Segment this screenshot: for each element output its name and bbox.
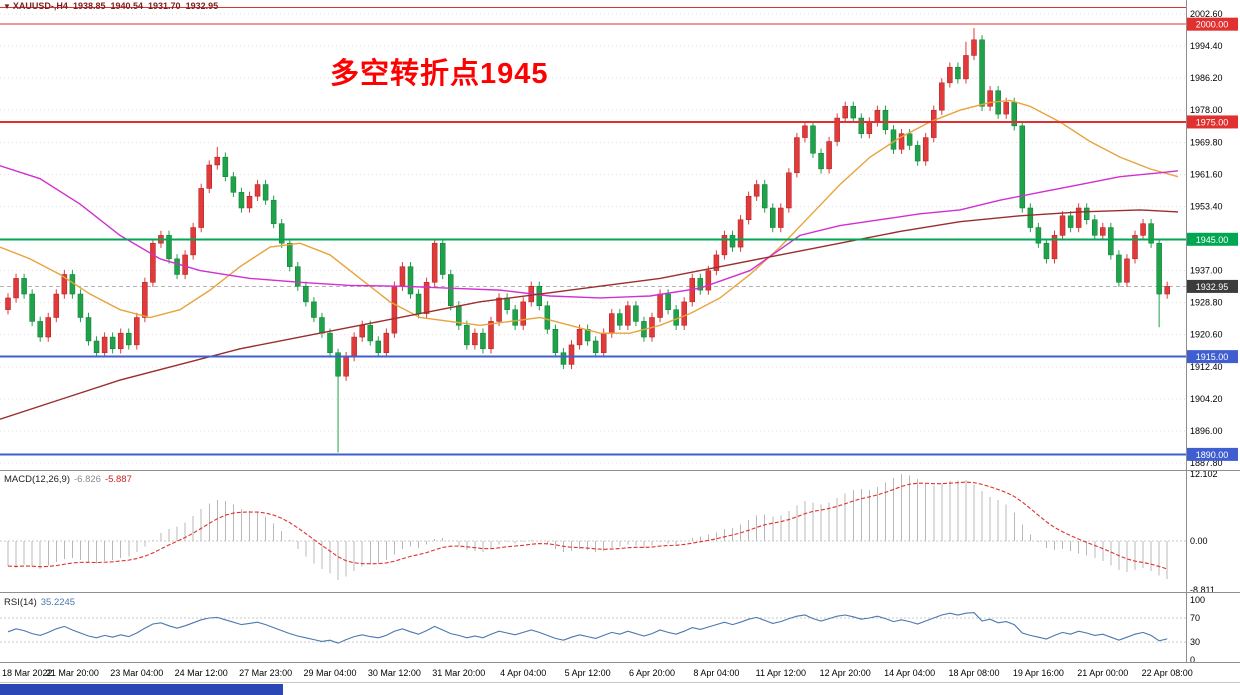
svg-text:4 Apr 04:00: 4 Apr 04:00 [500, 668, 546, 678]
macd-value-main: -6.826 [74, 474, 101, 485]
bottom-taskbar-fragment[interactable] [0, 684, 283, 695]
svg-text:19 Apr 16:00: 19 Apr 16:00 [1013, 668, 1064, 678]
svg-text:6 Apr 20:00: 6 Apr 20:00 [629, 668, 675, 678]
macd-indicator-label: MACD(12,26,9) -6.826 -5.887 [4, 474, 136, 485]
rsi-indicator-label: RSI(14) 35.2245 [4, 597, 79, 608]
svg-text:18 Mar 2022: 18 Mar 2022 [2, 668, 53, 678]
svg-text:1994.40: 1994.40 [1190, 41, 1223, 51]
svg-text:30 Mar 12:00: 30 Mar 12:00 [368, 668, 421, 678]
svg-text:100: 100 [1190, 595, 1205, 605]
svg-text:14 Apr 04:00: 14 Apr 04:00 [884, 668, 935, 678]
rsi-value: 35.2245 [40, 597, 76, 608]
svg-text:1915.00: 1915.00 [1196, 352, 1229, 362]
quote-high: 1940.54 [110, 1, 144, 11]
svg-text:23 Mar 04:00: 23 Mar 04:00 [110, 668, 163, 678]
svg-text:1978.00: 1978.00 [1190, 105, 1223, 115]
quote-low: 1931.70 [148, 1, 181, 11]
svg-text:1937.00: 1937.00 [1190, 266, 1223, 276]
svg-text:29 Mar 04:00: 29 Mar 04:00 [303, 668, 356, 678]
symbol-timeframe-label: XAUUSD-,H4 [12, 1, 68, 11]
svg-text:11 Apr 12:00: 11 Apr 12:00 [756, 668, 806, 678]
svg-text:1932.95: 1932.95 [1196, 282, 1229, 292]
svg-text:1945.00: 1945.00 [1196, 235, 1229, 245]
moving-averages-layer [0, 99, 1179, 420]
svg-text:27 Mar 23:00: 27 Mar 23:00 [239, 668, 292, 678]
svg-text:1986.20: 1986.20 [1190, 73, 1223, 83]
svg-text:31 Mar 20:00: 31 Mar 20:00 [432, 668, 485, 678]
svg-text:8 Apr 04:00: 8 Apr 04:00 [693, 668, 739, 678]
svg-text:-8.811: -8.811 [1190, 585, 1215, 595]
quote-open: 1938.85 [72, 1, 106, 11]
rsi-panel[interactable]: 100 70 30 0 [0, 595, 1205, 665]
horizontal-lines-layer[interactable] [0, 6, 1186, 456]
svg-text:18 Apr 08:00: 18 Apr 08:00 [948, 668, 999, 678]
quote-close: 1932.95 [185, 1, 219, 11]
ma-darkred-slow [0, 209, 1179, 420]
rsi-name: RSI(14) [4, 597, 37, 608]
svg-text:1975.00: 1975.00 [1196, 117, 1229, 127]
svg-text:1920.60: 1920.60 [1190, 330, 1223, 340]
svg-text:1904.20: 1904.20 [1190, 394, 1223, 404]
svg-text:0: 0 [1190, 655, 1195, 665]
macd-name: MACD(12,26,9) [4, 474, 70, 485]
svg-text:12 Apr 20:00: 12 Apr 20:00 [820, 668, 871, 678]
svg-text:2000.00: 2000.00 [1196, 20, 1229, 30]
svg-text:1969.80: 1969.80 [1190, 137, 1223, 147]
svg-text:12.102: 12.102 [1190, 469, 1218, 479]
svg-text:1928.80: 1928.80 [1190, 298, 1223, 308]
svg-text:70: 70 [1190, 613, 1200, 623]
price-scale[interactable]: 2002.60 1994.40 1986.20 1978.00 1969.80 1961.… [1187, 0, 1240, 662]
macd-signal-line [7, 481, 1168, 570]
svg-text:0.00: 0.00 [1190, 536, 1208, 546]
ma-orange-fast [0, 99, 1179, 334]
svg-text:1887.80: 1887.80 [1190, 458, 1223, 468]
svg-text:1961.60: 1961.60 [1190, 169, 1223, 179]
svg-text:30: 30 [1190, 637, 1200, 647]
svg-text:1912.40: 1912.40 [1190, 362, 1223, 372]
ma-magenta-mid [0, 165, 1179, 299]
svg-text:21 Mar 20:00: 21 Mar 20:00 [46, 668, 99, 678]
svg-text:2002.60: 2002.60 [1190, 9, 1223, 19]
svg-text:24 Mar 12:00: 24 Mar 12:00 [175, 668, 228, 678]
svg-text:1896.00: 1896.00 [1190, 426, 1223, 436]
svg-text:1890.00: 1890.00 [1196, 450, 1229, 460]
svg-text:21 Apr 00:00: 21 Apr 00:00 [1077, 668, 1128, 678]
svg-text:22 Apr 08:00: 22 Apr 08:00 [1142, 668, 1193, 678]
price-gridlines [0, 13, 1186, 464]
svg-text:1953.40: 1953.40 [1190, 201, 1223, 211]
macd-panel[interactable]: 12.102 0.00 -8.811 [0, 469, 1218, 595]
macd-value-signal: -5.887 [104, 474, 132, 485]
dropdown-arrow-icon[interactable]: ▼ [3, 2, 11, 11]
symbol-quote-bar[interactable]: ▼ XAUUSD-,H4 1938.85 1940.54 1931.70 1932.95 [3, 1, 223, 11]
chart-annotation-text[interactable]: 多空转折点1945 [330, 58, 549, 90]
rsi-line [7, 612, 1168, 644]
svg-text:5 Apr 12:00: 5 Apr 12:00 [565, 668, 611, 678]
